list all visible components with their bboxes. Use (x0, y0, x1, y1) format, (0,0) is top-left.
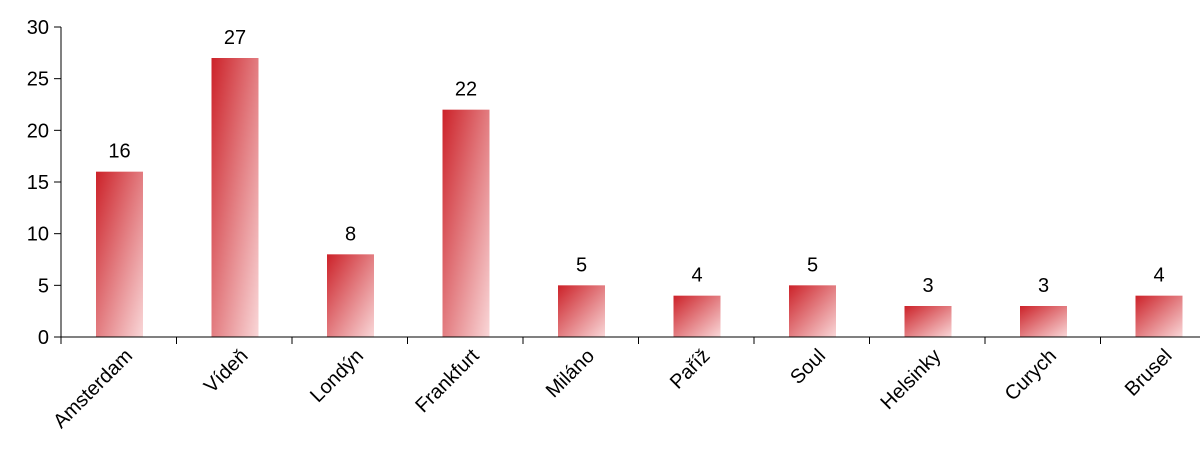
bar (211, 58, 259, 337)
category-label: Frankfurt (411, 345, 483, 417)
category-label: Brusel (1121, 345, 1177, 401)
data-label: 5 (807, 254, 818, 276)
data-label: 4 (1153, 265, 1164, 287)
x-axis (60, 336, 1200, 344)
category-label: Londýn (306, 345, 368, 407)
category-labels: Amsterdam Vídeň Londýn Frankfurt Miláno Paříž… (49, 345, 1176, 433)
y-tick-label: 20 (27, 120, 49, 142)
bars (96, 58, 1183, 338)
category-label: Soul (786, 345, 830, 389)
y-tick-label: 25 (27, 69, 49, 91)
y-tick-label: 0 (38, 327, 49, 349)
data-label: 16 (108, 141, 130, 163)
data-label: 22 (455, 79, 477, 101)
data-label: 4 (691, 265, 702, 287)
data-label: 3 (1038, 275, 1049, 297)
category-label: Vídeň (200, 345, 253, 398)
bar (558, 285, 605, 337)
y-tick-label: 5 (38, 275, 49, 297)
category-label: Helsinky (877, 345, 946, 414)
category-label: Amsterdam (49, 345, 137, 433)
y-tick-label: 30 (27, 17, 49, 39)
data-label: 3 (922, 275, 933, 297)
y-axis: 0 5 10 15 20 25 30 (27, 17, 62, 349)
category-label: Miláno (542, 345, 599, 402)
category-label: Curych (1001, 345, 1061, 405)
bar (96, 171, 143, 337)
category-label: Paříž (666, 345, 715, 394)
data-label: 27 (224, 27, 246, 49)
y-tick-label: 10 (27, 224, 49, 246)
bar (327, 254, 374, 337)
data-labels: 16 27 8 22 5 4 5 3 3 4 (108, 27, 1164, 297)
bar (789, 285, 836, 337)
data-label: 5 (576, 254, 587, 276)
data-label: 8 (345, 223, 356, 245)
y-tick-label: 15 (27, 172, 49, 194)
bar (1135, 295, 1183, 337)
bar (1020, 306, 1067, 337)
bar (904, 306, 952, 337)
bar (673, 295, 721, 337)
bar (442, 109, 490, 338)
